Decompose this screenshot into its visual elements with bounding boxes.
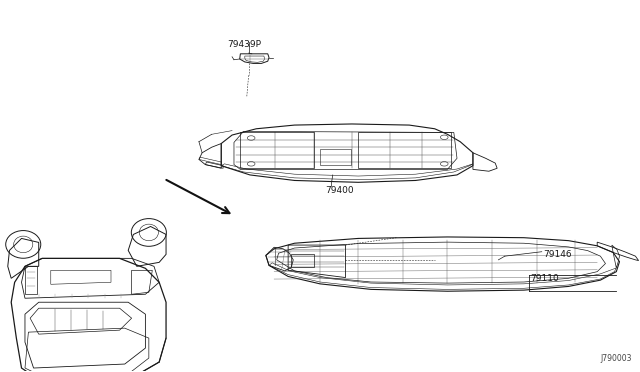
Text: 79400: 79400 xyxy=(325,186,354,195)
Text: 79146: 79146 xyxy=(543,250,572,259)
Text: 79110: 79110 xyxy=(531,274,559,283)
Text: 79439P: 79439P xyxy=(228,40,262,49)
Text: J790003: J790003 xyxy=(601,354,632,363)
